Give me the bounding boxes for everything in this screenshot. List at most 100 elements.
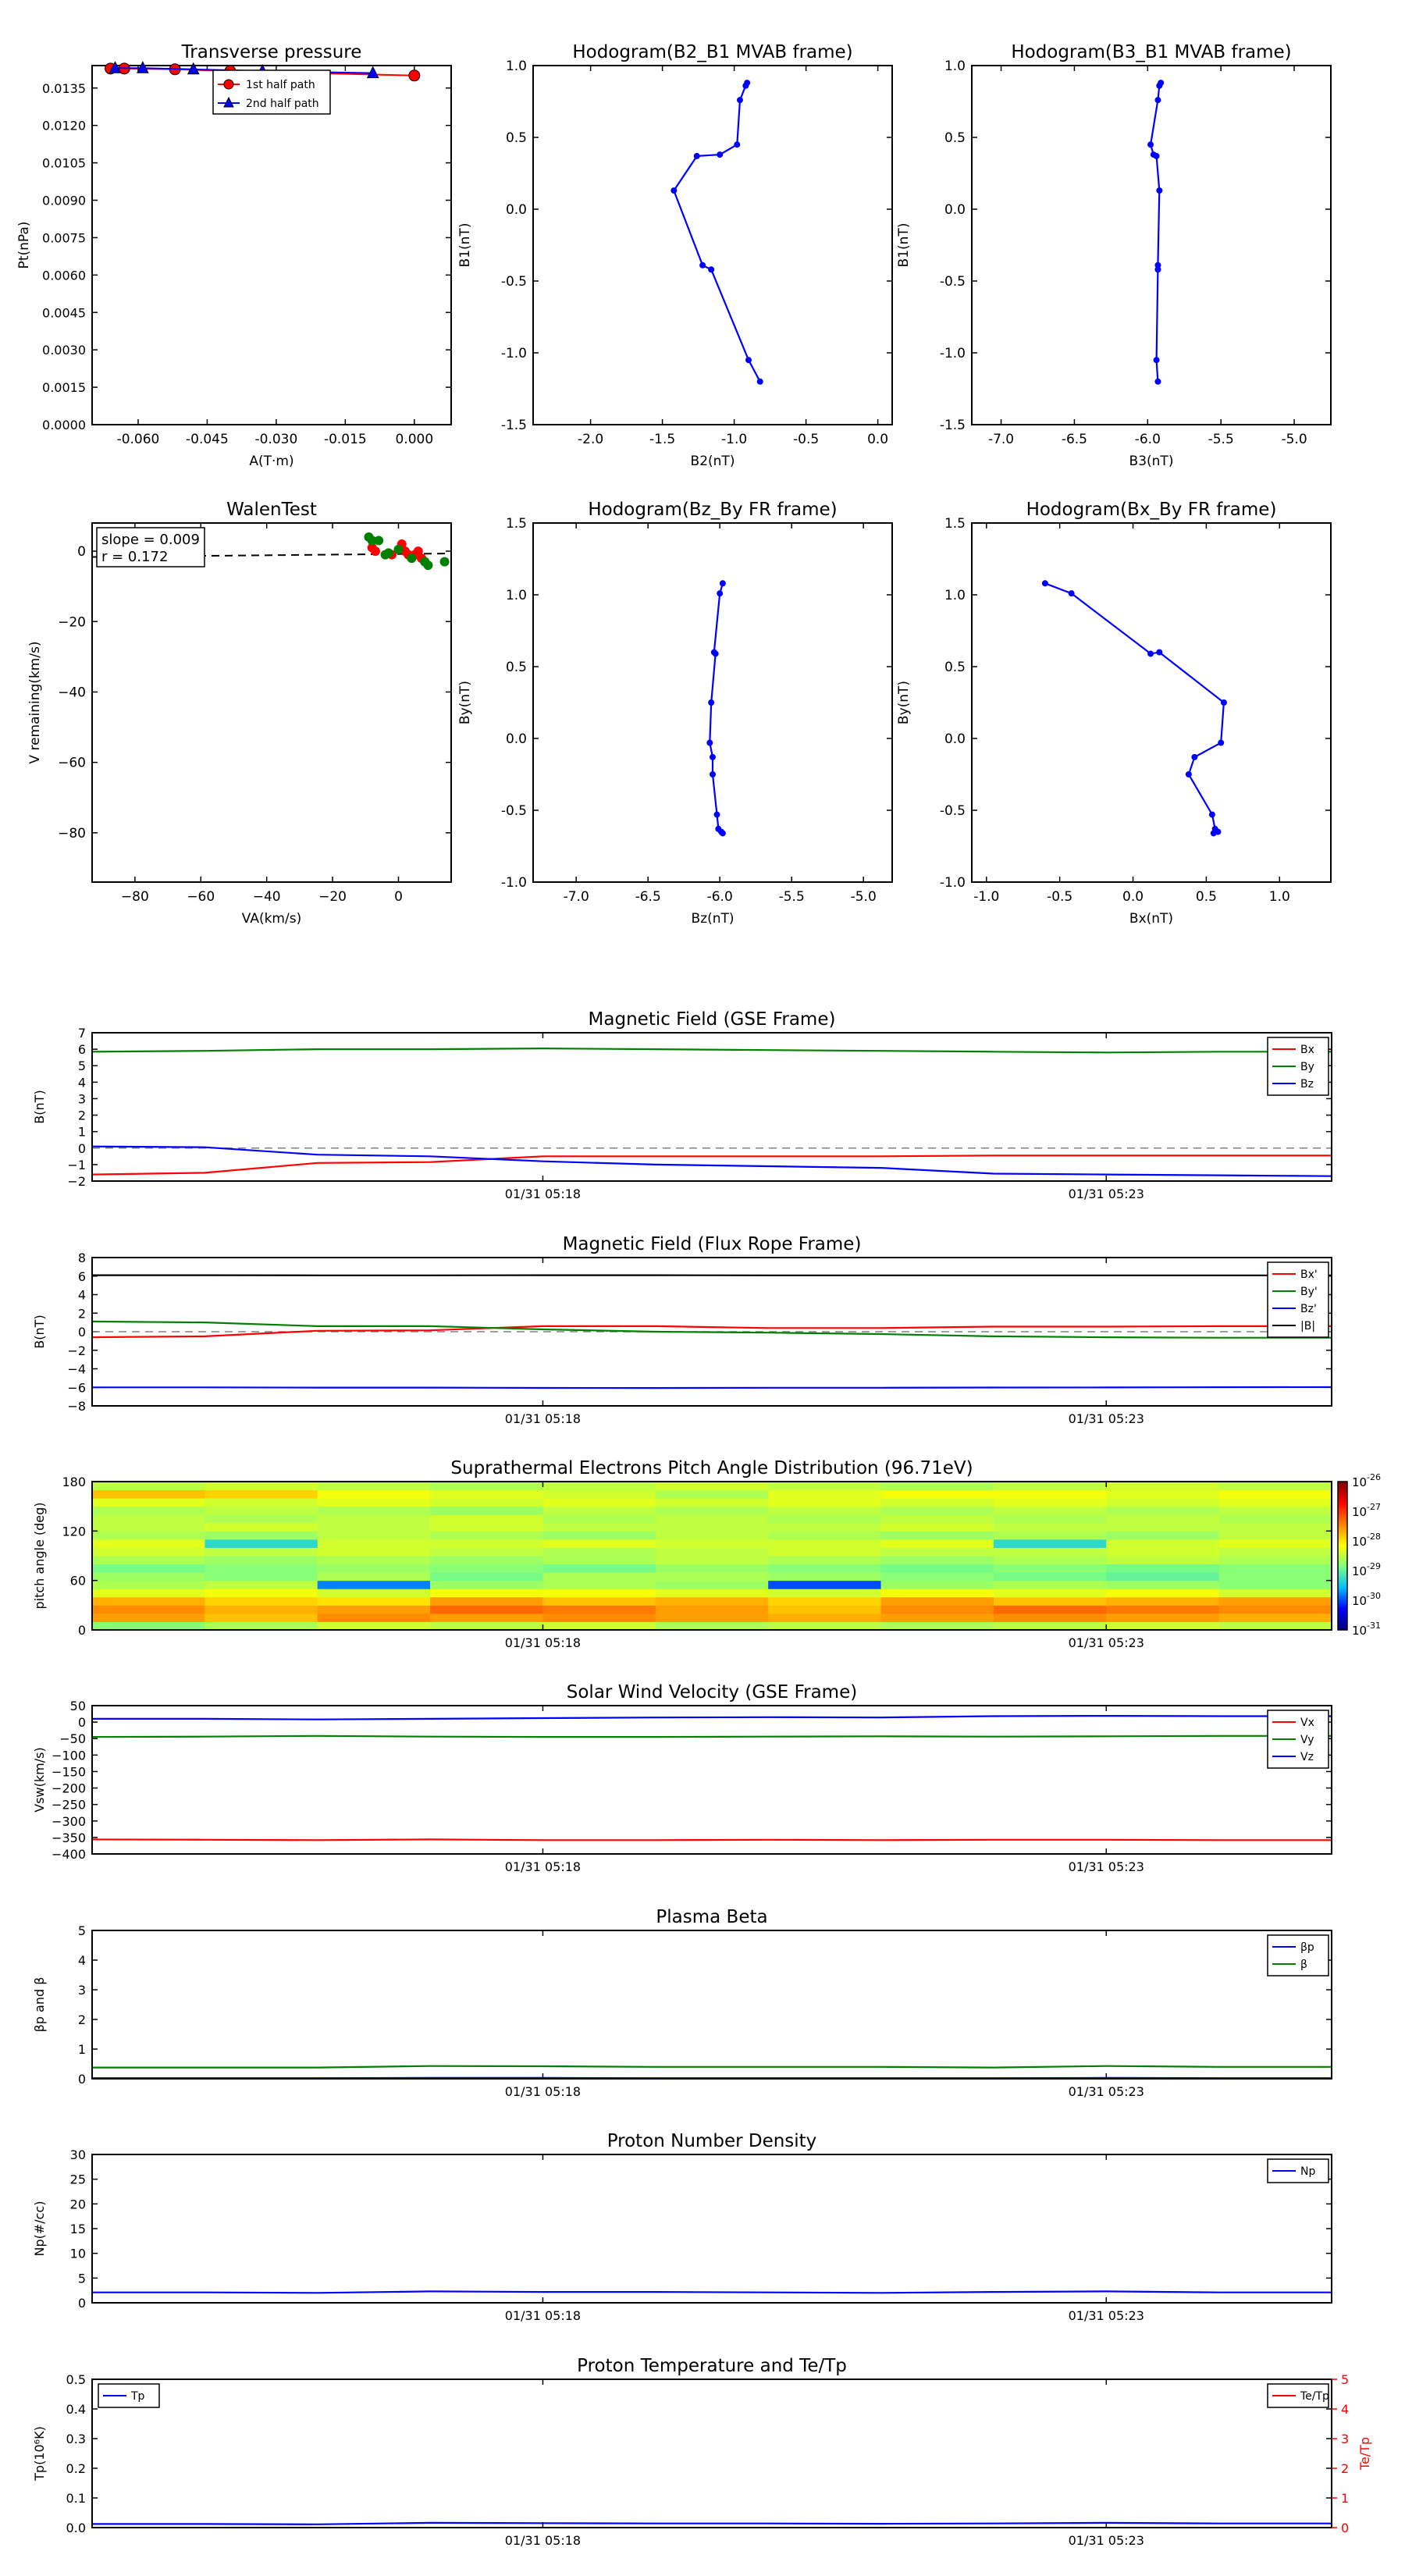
chart-h4: Hodogram(Bx_By FR frame) -1.0 -0.5 0.0 0.5 1.… (896, 500, 1332, 927)
hodogram-point (1208, 811, 1215, 818)
heatmap-cell (542, 1531, 656, 1540)
hodogram-point (713, 811, 720, 818)
time-tick-label: 01/31 05:18 (505, 1411, 581, 1426)
heatmap-cell (542, 1572, 656, 1582)
y-tick-label: 0.1 (66, 2491, 86, 2506)
y-tick-label: 10 (70, 2247, 86, 2261)
x-tick-label: −40 (253, 889, 281, 905)
heatmap-cell (317, 1589, 431, 1598)
heatmap-cell (1218, 1514, 1332, 1524)
x-tick-label: -5.0 (1281, 432, 1307, 447)
x-tick-label: -0.5 (793, 432, 819, 447)
heatmap-cell (205, 1522, 318, 1532)
axes-frame (91, 1481, 1332, 1631)
heatmap-cell (768, 1506, 882, 1515)
walen-point (423, 560, 433, 571)
y-tick-label: -1.5 (940, 418, 966, 433)
walen-point (407, 553, 417, 564)
y-axis-label: B(nT) (32, 1315, 47, 1348)
time-tick-label: 01/31 05:23 (1069, 2084, 1144, 2099)
y-tick-label: −6 (67, 1380, 86, 1395)
y-tick-label: 0.0120 (42, 119, 86, 133)
heatmap-cell (1218, 1621, 1332, 1631)
y-tick-label: −250 (52, 1798, 86, 1813)
chart-vsw: Solar Wind Velocity (GSE Frame) 50 0−50 −10… (32, 1682, 1332, 1874)
heatmap-cell (430, 1498, 543, 1507)
heatmap-cell (1106, 1564, 1220, 1573)
heatmap-cell (768, 1514, 882, 1524)
y-tick-label: 60 (70, 1574, 86, 1589)
walen-point (439, 557, 450, 567)
y-tick-label: 0.0060 (42, 268, 86, 283)
heatmap-cell (880, 1514, 994, 1524)
heatmap-cell (993, 1522, 1107, 1532)
y-axis-label: Vsw(km/s) (32, 1747, 47, 1812)
heatmap-cell (430, 1556, 543, 1565)
hodogram-point (670, 187, 678, 194)
heatmap-cell (1106, 1572, 1220, 1582)
axes-frame (91, 1032, 1332, 1182)
chart-beta: Plasma Beta 0 1 2 3 4 5 βp and β 01/31 05:18 01/3… (32, 1907, 1332, 2099)
heatmap-cell (317, 1580, 431, 1589)
walen-point (367, 535, 377, 546)
y-tick-label: 8 (78, 1251, 86, 1265)
heatmap-cell (1106, 1539, 1220, 1548)
heatmap-cell (993, 1539, 1107, 1548)
y-tick-label: 0.5 (66, 2372, 86, 2387)
chart-title: Solar Wind Velocity (GSE Frame) (567, 1682, 857, 1703)
series-line (91, 1155, 1332, 1176)
y-tick-label: −2 (67, 1174, 86, 1189)
y-tick-label: 0.5 (944, 130, 966, 146)
y-tick-label: 0 (78, 2072, 86, 2087)
axes-frame (91, 522, 452, 883)
x-tick-label: -5.5 (779, 889, 805, 905)
heatmap-cell (1106, 1621, 1220, 1631)
walen-point (383, 548, 393, 558)
heatmap-cell (993, 1556, 1107, 1565)
y-tick-label: 0.0 (944, 202, 966, 218)
heatmap-cell (542, 1596, 656, 1606)
x-axis-label: B3(nT) (1129, 454, 1174, 469)
heatmap-cell (1106, 1489, 1220, 1499)
axes-frame (532, 65, 893, 425)
legend-label: Tp (130, 2390, 145, 2403)
heatmap-cell (880, 1564, 994, 1573)
colorbar-tick-label: 10 (1352, 1594, 1367, 1608)
hodogram-point (1150, 151, 1157, 158)
heatmap-cell (768, 1580, 882, 1589)
heatmap-cell (655, 1498, 769, 1507)
hodogram-point (1218, 739, 1225, 746)
chart-mag_fr: Magnetic Field (Flux Rope Frame) −8 −6 −4 −2… (32, 1234, 1332, 1426)
heatmap-cell (205, 1547, 318, 1557)
legend-label: Vz (1300, 1751, 1314, 1763)
heatmap-cell (768, 1547, 882, 1557)
y-tick-label: 120 (62, 1524, 86, 1539)
heatmap-cell (655, 1556, 769, 1565)
y-axis-label: By(nT) (896, 681, 912, 724)
heatmap-cell (768, 1572, 882, 1582)
heatmap-cell (205, 1564, 318, 1573)
hodogram-point (1147, 650, 1154, 657)
heatmap-cell (880, 1556, 994, 1565)
legend-box (1267, 1934, 1329, 1976)
heatmap-cell (205, 1572, 318, 1582)
heatmap-cell (542, 1556, 656, 1565)
time-tick-label: 01/31 05:18 (505, 1859, 581, 1874)
legend-label: Bz' (1300, 1303, 1317, 1315)
annotation-box (96, 527, 205, 568)
x-tick-label: -6.0 (1135, 432, 1161, 447)
y-tick-label: 0 (78, 2296, 86, 2311)
x-tick-label: -7.0 (988, 432, 1014, 447)
heatmap-cell (1106, 1522, 1220, 1532)
y-tick-label: 0.0000 (42, 418, 86, 432)
walen-point (374, 535, 384, 546)
x-tick-label: -5.5 (1208, 432, 1234, 447)
series-line (92, 2290, 1332, 2294)
heatmap-cell (768, 1482, 882, 1491)
heatmap-cell (880, 1489, 994, 1499)
chart-title: Suprathermal Electrons Pitch Angle Distr… (450, 1458, 973, 1478)
heatmap-cell (655, 1506, 769, 1515)
y-tick-label: 180 (62, 1475, 86, 1489)
hodogram-point (1185, 771, 1192, 777)
heatmap-cell (655, 1564, 769, 1573)
